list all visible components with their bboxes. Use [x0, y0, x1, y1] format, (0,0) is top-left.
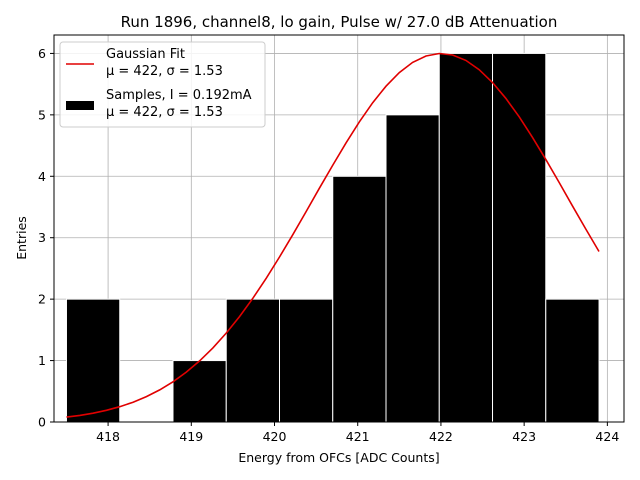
- legend-samples-swatch: [66, 101, 94, 110]
- histogram-bar: [385, 114, 440, 423]
- chart-title: Run 1896, channel8, lo gain, Pulse w/ 27…: [121, 13, 558, 31]
- histogram-bar: [492, 52, 547, 423]
- histogram-bar: [332, 175, 387, 423]
- x-tick-label: 421: [346, 429, 370, 444]
- y-tick-label: 5: [38, 107, 46, 122]
- y-tick-label: 2: [38, 292, 46, 307]
- y-tick-label: 3: [38, 230, 46, 245]
- legend-fit-label: Gaussian Fit: [106, 47, 185, 62]
- x-tick-label: 420: [263, 429, 287, 444]
- legend-fit-stats: μ = 422, σ = 1.53: [106, 64, 223, 79]
- histogram-bars: [65, 52, 600, 423]
- x-tick-label: 419: [179, 429, 203, 444]
- histogram-bar: [438, 52, 494, 423]
- legend-box: [59, 41, 266, 128]
- x-tick-label: 423: [512, 429, 536, 444]
- axis-ticks: 418 419 420 421 422 423 424 0 1 2 3 4 5 6: [38, 46, 619, 444]
- legend: Gaussian Fit μ = 422, σ = 1.53 Samples, …: [59, 41, 266, 128]
- x-tick-label: 418: [96, 429, 120, 444]
- y-axis-label: Entries: [14, 216, 29, 260]
- y-tick-label: 1: [38, 353, 46, 368]
- x-axis-label: Energy from OFCs [ADC Counts]: [238, 450, 439, 465]
- histogram-bar: [545, 298, 600, 423]
- histogram-bar: [172, 360, 227, 423]
- x-tick-label: 424: [595, 429, 619, 444]
- histogram-bar: [225, 298, 281, 423]
- histogram-bar: [65, 298, 121, 423]
- legend-samples-stats: μ = 422, σ = 1.53: [106, 105, 223, 120]
- y-tick-label: 0: [38, 415, 46, 430]
- gaussian-fit-line: [66, 52, 600, 418]
- x-tick-label: 422: [429, 429, 453, 444]
- plot-frame: [53, 34, 625, 423]
- y-tick-label: 4: [38, 169, 46, 184]
- legend-samples-label: Samples, I = 0.192mA: [106, 88, 252, 103]
- y-tick-label: 6: [38, 46, 46, 61]
- histogram-bar: [279, 298, 334, 423]
